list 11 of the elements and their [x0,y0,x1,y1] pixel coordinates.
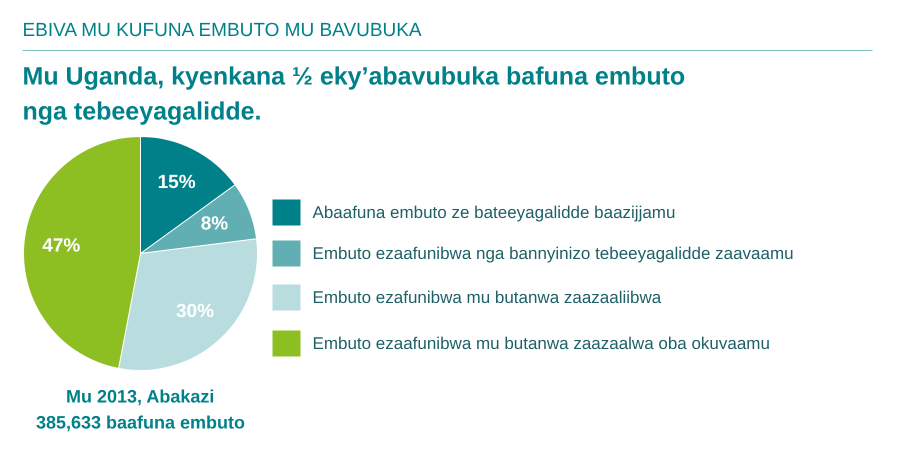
chart-title: Mu Uganda, kyenkana ½ eky’abavubuka bafuna embuto nga tebeeyagalidde. [22,62,686,126]
chart-subtitle: EBIVA MU KUFUNA EMBUTO MU BAVUBUKA [22,20,422,41]
legend-label: Embuto ezaafunibwa mu butanwa zaazaalwa oba okuvaamu [312,334,770,353]
text: Mu 2013, Abakazi 385,633 baafuna embuto [36,386,246,432]
legend-label: Embuto ezaafunibwa nga bannyinizo tebeeyagalidde zaavaamu [312,244,794,263]
legend-label: Embuto ezafunibwa mu butanwa zaazaaliibwa [312,288,662,307]
data-label: 30% [176,300,214,322]
data-label: 47% [42,236,80,257]
data-label: 8% [200,214,228,235]
legend-label: Abaafuna embuto ze bateeyagalidde baazijjamu [312,203,676,222]
data-label: 15% [158,172,196,194]
